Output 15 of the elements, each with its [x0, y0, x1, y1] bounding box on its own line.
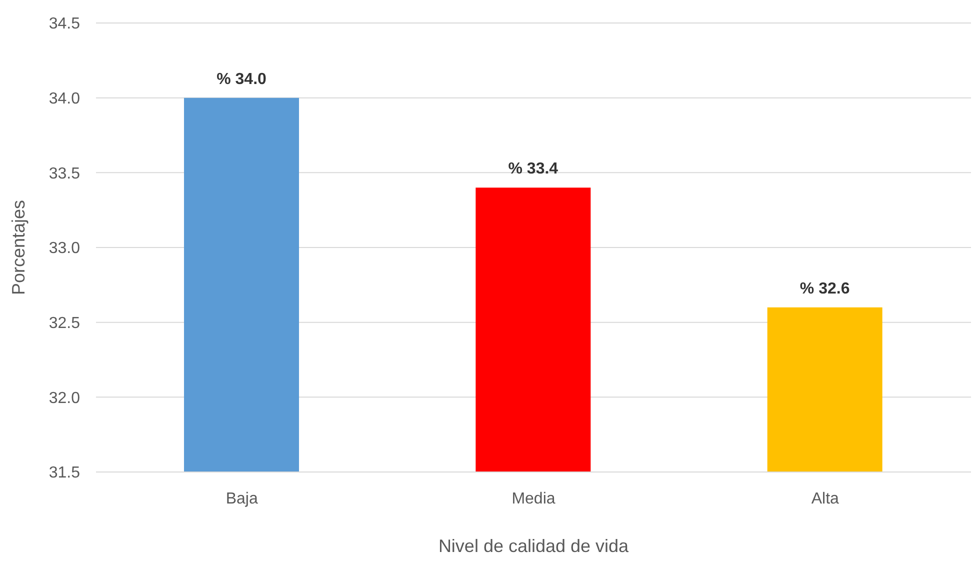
x-tick-label: Media: [512, 490, 556, 508]
y-tick-label: 33.5: [48, 165, 80, 182]
y-tick-label: 32.0: [48, 390, 80, 407]
x-axis-title: Nivel de calidad de vida: [438, 536, 630, 556]
y-tick-label: 31.5: [48, 464, 80, 482]
y-tick-label: 33.0: [48, 240, 80, 258]
y-tick-label: 32.5: [48, 315, 80, 332]
data-label: % 33.4: [508, 160, 558, 178]
y-tick-label: 34.5: [48, 16, 80, 33]
y-axis-title: Porcentajes: [8, 200, 28, 296]
y-tick-label: 34.0: [48, 90, 80, 108]
x-tick-label: Alta: [811, 490, 840, 508]
x-tick-label: Baja: [226, 490, 258, 508]
data-label: % 34.0: [216, 70, 267, 88]
data-label: % 32.6: [800, 280, 850, 298]
